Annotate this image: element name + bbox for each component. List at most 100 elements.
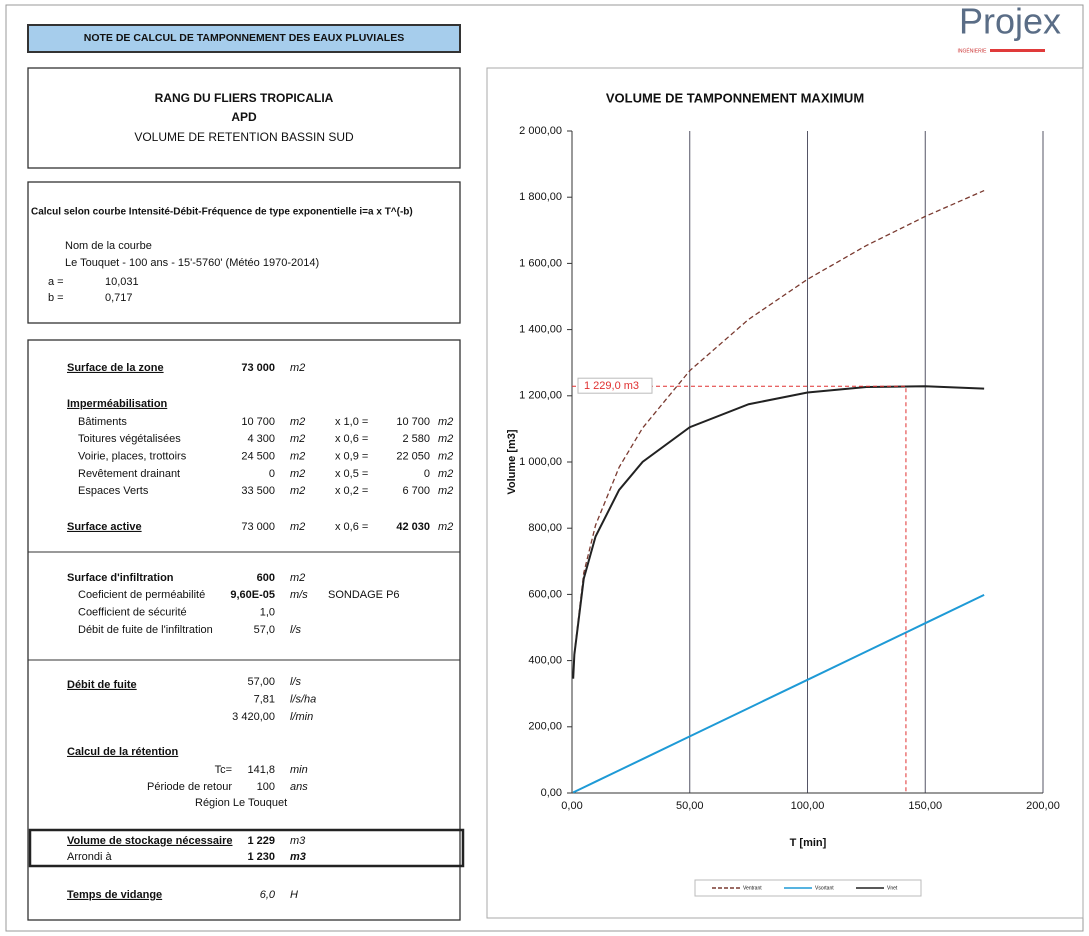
- y-tick-label: 1 400,00: [519, 324, 562, 336]
- cell: m2: [290, 521, 305, 533]
- value: 6,0: [260, 889, 276, 901]
- unit: l/min: [290, 711, 313, 723]
- calc-box: [27, 339, 461, 921]
- unit: m3: [290, 835, 306, 847]
- cell: m2: [438, 468, 453, 480]
- project-box: [27, 67, 461, 169]
- unit: m2: [290, 572, 305, 584]
- param-value: 0,717: [105, 292, 133, 304]
- chart-title: VOLUME DE TAMPONNEMENT MAXIMUM: [606, 90, 864, 105]
- value: 73 000: [241, 362, 275, 374]
- section-title: Calcul de la rétention: [67, 746, 179, 758]
- y-tick-label: 200,00: [528, 721, 562, 733]
- cell: x 0,9 =: [335, 451, 368, 463]
- unit: H: [290, 889, 298, 901]
- param-value: 10,031: [105, 276, 139, 288]
- cell: SONDAGE P6: [328, 589, 400, 601]
- cell: 9,60E-05: [230, 589, 275, 601]
- chart-frame: [486, 67, 1084, 919]
- cell: m2: [438, 521, 453, 533]
- cell: Coefficient de sécurité: [78, 606, 187, 618]
- x-axis-label: T [min]: [790, 837, 827, 849]
- y-tick-label: 400,00: [528, 655, 562, 667]
- region: Région Le Touquet: [195, 797, 287, 809]
- y-tick-label: 2 000,00: [519, 125, 562, 137]
- label: Temps de vidange: [67, 889, 162, 901]
- value: 1 229: [247, 835, 275, 847]
- section-title: Imperméabilisation: [67, 398, 168, 410]
- cell: Toitures végétalisées: [78, 433, 181, 445]
- cell: 24 500: [241, 451, 275, 463]
- project-line: VOLUME DE RETENTION BASSIN SUD: [134, 130, 354, 144]
- y-tick-label: 0,00: [541, 787, 562, 799]
- cell: x 0,6 =: [335, 433, 368, 445]
- x-tick-label: 0,00: [561, 800, 582, 812]
- project-line: APD: [231, 110, 257, 124]
- logo: Projex: [959, 1, 1061, 42]
- cell: 73 000: [241, 521, 275, 533]
- y-tick-label: 600,00: [528, 588, 562, 600]
- value: 3 420,00: [232, 711, 275, 723]
- logo-bar: [990, 49, 1045, 52]
- cell: x 0,5 =: [335, 468, 368, 480]
- legend-label: Vnet: [887, 885, 898, 891]
- cell: Débit de fuite de l'infiltration: [78, 624, 213, 636]
- y-tick-label: 1 600,00: [519, 257, 562, 269]
- param-label: b =: [48, 292, 64, 304]
- cell: Bâtiments: [78, 416, 127, 428]
- x-tick-label: 100,00: [791, 800, 825, 812]
- value: 57,00: [247, 676, 275, 688]
- legend-label: Vsortant: [815, 885, 834, 891]
- value: 1 230: [247, 851, 275, 863]
- label: Débit de fuite: [67, 679, 137, 691]
- cell: 10 700: [396, 416, 430, 428]
- x-tick-label: 150,00: [908, 800, 942, 812]
- label: Période de retour: [147, 781, 232, 793]
- cell: x 1,0 =: [335, 416, 368, 428]
- cell: 42 030: [396, 521, 430, 533]
- label: Surface d'infiltration: [67, 572, 174, 584]
- unit: l/s: [290, 676, 302, 688]
- cell: Voirie, places, trottoirs: [78, 451, 187, 463]
- cell: m2: [438, 433, 453, 445]
- unit: m2: [290, 362, 305, 374]
- cell: 57,0: [254, 624, 275, 636]
- param-label: a =: [48, 276, 64, 288]
- storage-box: [28, 828, 465, 868]
- header-box: [27, 24, 461, 53]
- cell: Surface active: [67, 521, 142, 533]
- cell: 10 700: [241, 416, 275, 428]
- label: Surface de la zone: [67, 362, 164, 374]
- cell: 4 300: [247, 433, 275, 445]
- method-box: [27, 181, 461, 324]
- y-tick-label: 1 000,00: [519, 456, 562, 468]
- y-tick-label: 800,00: [528, 522, 562, 534]
- y-axis-label: Volume [m3]: [506, 429, 518, 495]
- annotation-box: [577, 377, 653, 394]
- header-title: NOTE DE CALCUL DE TAMPONNEMENT DES EAUX …: [84, 32, 404, 44]
- legend-label: Ventrant: [743, 885, 762, 891]
- cell: m2: [290, 451, 305, 463]
- cell: m2: [438, 485, 453, 497]
- cell: m/s: [290, 589, 308, 601]
- label: Tc=: [215, 764, 232, 776]
- cell: m2: [438, 451, 453, 463]
- unit: m3: [290, 851, 306, 863]
- unit: min: [290, 764, 308, 776]
- logo-tagline: INGÉNIERIE: [958, 47, 988, 54]
- cell: 6 700: [402, 485, 430, 497]
- cell: x 0,6 =: [335, 521, 368, 533]
- cell: 0: [424, 468, 430, 480]
- method-title: Calcul selon courbe Intensité-Débit-Fréq…: [31, 207, 413, 218]
- x-tick-label: 200,00: [1026, 800, 1060, 812]
- cell: m2: [290, 433, 305, 445]
- cell: 33 500: [241, 485, 275, 497]
- unit: l/s/ha: [290, 693, 316, 705]
- unit: ans: [290, 781, 308, 793]
- value: 7,81: [254, 693, 275, 705]
- series-line: [572, 385, 985, 679]
- cell: m2: [438, 416, 453, 428]
- cell: 22 050: [396, 451, 430, 463]
- cell: Espaces Verts: [78, 485, 149, 497]
